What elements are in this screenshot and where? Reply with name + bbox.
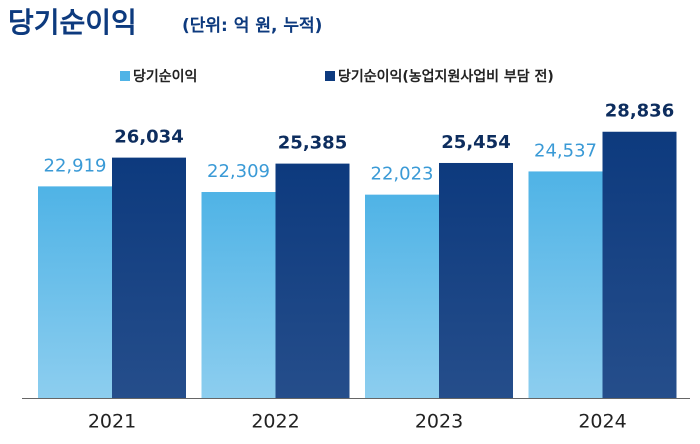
value-label: 24,537 [534, 140, 597, 161]
legend-label: 당기순이익(농업지원사업비 부담 전) [338, 68, 554, 85]
value-label: 22,023 [371, 164, 434, 185]
bar [365, 194, 439, 398]
value-label: 22,309 [207, 161, 270, 182]
x-tick-label: 2023 [415, 411, 463, 433]
bar [38, 186, 112, 398]
bar [439, 162, 513, 398]
legend-swatch [325, 71, 335, 81]
bar [528, 171, 603, 398]
x-tick-label: 2021 [88, 411, 136, 433]
x-tick-label: 2022 [251, 411, 299, 433]
bar [112, 157, 186, 398]
value-label: 25,385 [278, 133, 347, 154]
value-label: 26,034 [114, 127, 183, 148]
legend-swatch [120, 71, 130, 81]
bar [275, 163, 350, 398]
chart-subtitle: (단위: 억 원, 누적) [182, 16, 322, 36]
x-tick-label: 2024 [578, 411, 626, 433]
bar [602, 131, 677, 398]
chart-title: 당기순이익 [8, 6, 137, 39]
value-label: 25,454 [441, 132, 510, 153]
value-label: 28,836 [605, 101, 674, 122]
bar [201, 192, 276, 398]
legend-label: 당기순이익 [133, 68, 197, 85]
value-label: 22,919 [44, 155, 107, 176]
